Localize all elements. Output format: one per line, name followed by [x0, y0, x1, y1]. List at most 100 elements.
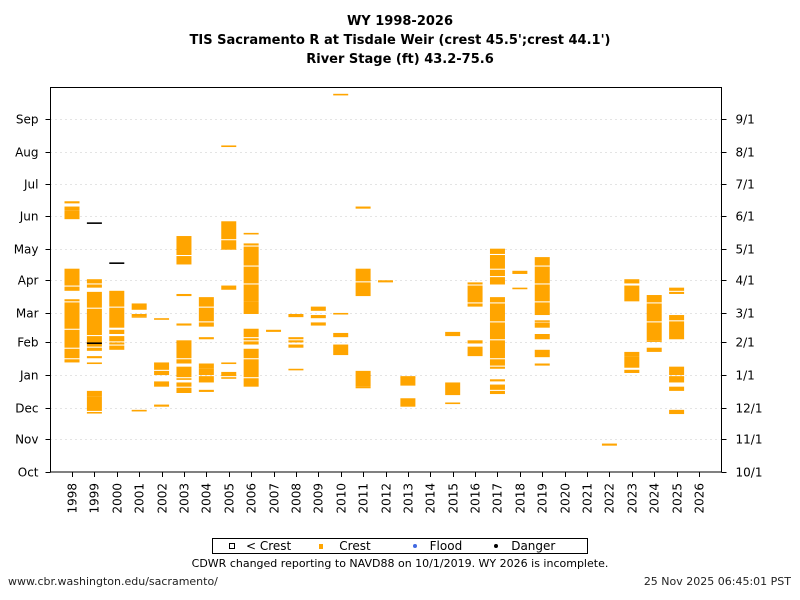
x-tick-label: 2002 [156, 483, 170, 514]
crest-segment [646, 322, 662, 341]
crest-segment [489, 359, 505, 366]
crest-segment [467, 282, 483, 285]
crest-segment [624, 356, 640, 368]
crest-segment [154, 362, 170, 370]
crest-segment [489, 340, 505, 359]
crest-segment [624, 369, 640, 373]
hollow-square-icon [229, 543, 235, 549]
x-tick-label: 2021 [581, 483, 595, 514]
x-tick-label: 2015 [447, 483, 461, 514]
crest-segment [86, 291, 102, 308]
crest-segment [310, 322, 326, 326]
crest-segment [243, 246, 259, 266]
crest-segment [221, 371, 237, 377]
crest-segment [489, 379, 505, 382]
x-tick-label: 2025 [671, 483, 685, 514]
x-tick-label: 2008 [290, 483, 304, 514]
crest-segment [109, 307, 125, 328]
crest-segment [378, 280, 393, 283]
crest-segment [355, 206, 371, 209]
legend: < Crest Crest Flood Danger [212, 538, 588, 554]
crest-segment [243, 266, 259, 284]
crest-segment [669, 287, 685, 291]
crest-segment [86, 396, 102, 411]
chart-area: Oct Nov Dec Jan Feb Mar Apr May Jun Jul Aug Sep 10/… [14, 87, 763, 514]
x-tick-label: 2012 [380, 483, 394, 514]
crest-segment [198, 363, 214, 369]
crest-segment [489, 297, 505, 303]
crest-segment [198, 389, 214, 392]
crest-segment [445, 382, 461, 396]
crest-segment [176, 340, 192, 359]
right-tick-label: 8/1 [736, 146, 755, 160]
crest-segment [669, 321, 685, 340]
right-axis: 10/1 11/1 12/1 1/1 2/1 3/1 4/1 5/1 6/1 7/1 8/1 9/1 [721, 113, 763, 480]
crest-segment [176, 323, 192, 326]
crest-segment [467, 340, 483, 344]
crest-segment [512, 287, 528, 290]
crest-segment [86, 279, 102, 284]
crest-segment [489, 254, 505, 269]
crest-segment [669, 409, 685, 415]
crest-segment [646, 303, 662, 322]
x-tick-label: 2009 [312, 483, 326, 514]
crest-segment [86, 362, 102, 365]
x-tick-label: 2011 [357, 483, 371, 514]
blue-dot-icon [412, 544, 417, 548]
right-tick-label: 6/1 [736, 210, 755, 224]
crest-segment [489, 384, 505, 390]
x-tick-label: 2020 [559, 483, 573, 514]
legend-item-crest: Crest [319, 539, 371, 553]
left-tick-label: Oct [18, 466, 39, 480]
crest-segment [109, 342, 125, 345]
right-tick-label: 10/1 [736, 466, 763, 480]
crest-segment [198, 376, 214, 383]
source-link[interactable]: www.cbr.washington.edu/sacramento/ [8, 575, 218, 588]
left-tick-label: Jan [19, 369, 39, 383]
crest-segment [400, 376, 416, 378]
left-tick-label: Jun [19, 210, 39, 224]
crest-segment [64, 329, 80, 348]
crest-segment [198, 297, 214, 307]
crest-segment [669, 291, 685, 294]
crest-segment [467, 346, 483, 357]
x-tick-label: 2000 [111, 483, 125, 514]
crest-segment [131, 409, 147, 412]
crest-segment [646, 347, 662, 352]
crest-segment [646, 340, 662, 342]
crest-segment [624, 351, 640, 357]
crest-segment [288, 337, 304, 340]
left-tick-label: Apr [18, 274, 39, 288]
crest-segment [131, 316, 147, 318]
legend-item-danger: Danger [494, 539, 555, 553]
legend-item-below-crest: < Crest [229, 539, 291, 553]
crest-segment [489, 277, 505, 285]
orange-square-icon [319, 543, 324, 549]
x-tick-label: 2022 [603, 483, 617, 514]
right-tick-label: 9/1 [736, 113, 755, 127]
danger-segment [109, 262, 125, 264]
crest-segment [109, 345, 125, 350]
x-tick-label: 1999 [88, 483, 102, 514]
x-tick-label: 2026 [693, 483, 707, 514]
right-tick-label: 3/1 [736, 307, 755, 321]
x-tick-label: 2013 [402, 483, 416, 514]
chart-title-line2: TIS Sacramento R at Tisdale Weir (crest … [189, 33, 611, 48]
crest-segment [176, 387, 192, 393]
crest-segment [355, 370, 371, 387]
crest-segment [176, 256, 192, 265]
crest-segment [355, 386, 371, 389]
crest-segment [243, 338, 259, 341]
crest-segment [534, 320, 550, 322]
crest-segment [534, 302, 550, 316]
black-dot-icon [494, 544, 499, 548]
crest-segment [355, 268, 371, 282]
crest-segment [64, 268, 80, 286]
left-tick-label: Nov [15, 433, 38, 447]
x-tick-label: 2010 [335, 483, 349, 514]
x-tick-label: 2004 [200, 483, 214, 514]
crest-segment [198, 307, 214, 322]
crest-segment [131, 313, 147, 317]
crest-segment [198, 322, 214, 327]
crest-segment [154, 370, 170, 376]
